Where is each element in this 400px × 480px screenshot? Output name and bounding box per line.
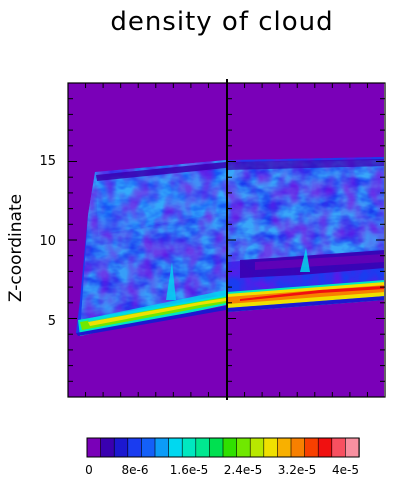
colorbar-cell bbox=[222, 437, 238, 458]
axis-ticks bbox=[68, 83, 385, 397]
colorbar-cell bbox=[290, 437, 306, 458]
colorbar-label-1.6e-5: 1.6e-5 bbox=[170, 463, 208, 477]
colorbar-frame bbox=[86, 437, 360, 458]
colorbar-cell bbox=[127, 437, 143, 458]
colorbar-cell bbox=[113, 437, 129, 458]
y-tick-label-10: 10 bbox=[39, 234, 56, 249]
colorbar-cell bbox=[345, 437, 360, 458]
colorbar-cell bbox=[263, 437, 279, 458]
colorbar-cell bbox=[277, 437, 292, 458]
y-tick-label-15: 15 bbox=[39, 154, 56, 169]
colorbar-cell bbox=[209, 437, 224, 458]
colorbar-label-2.4e-5: 2.4e-5 bbox=[224, 463, 262, 477]
colorbar-cell bbox=[181, 437, 197, 458]
heatmap-panel-right bbox=[227, 83, 384, 397]
colorbar-cell bbox=[168, 437, 183, 458]
colorbar-cell bbox=[195, 437, 211, 458]
y-tick-label-5: 5 bbox=[48, 314, 56, 329]
colorbar bbox=[86, 437, 360, 458]
colorbar-cell bbox=[236, 437, 251, 458]
colorbar-cell bbox=[141, 437, 156, 458]
colorbar-cell bbox=[100, 437, 115, 458]
colorbar-cell bbox=[154, 437, 170, 458]
colorbar-cell bbox=[304, 437, 319, 458]
colorbar-label-0: 0 bbox=[85, 463, 93, 477]
y-axis-label: Z-coordinate bbox=[6, 194, 26, 302]
colorbar-label-8e-6: 8e-6 bbox=[122, 463, 149, 477]
colorbar-label-3.2e-5: 3.2e-5 bbox=[278, 463, 316, 477]
heatmap-panel-left bbox=[68, 83, 226, 397]
colorbar-cell bbox=[86, 437, 102, 458]
colorbar-cell bbox=[249, 437, 265, 458]
colorbar-label-4e-5: 4e-5 bbox=[332, 463, 359, 477]
colorbar-cell bbox=[317, 437, 333, 458]
chart-title: density of cloud bbox=[110, 7, 333, 37]
colorbar-cell bbox=[331, 437, 347, 458]
